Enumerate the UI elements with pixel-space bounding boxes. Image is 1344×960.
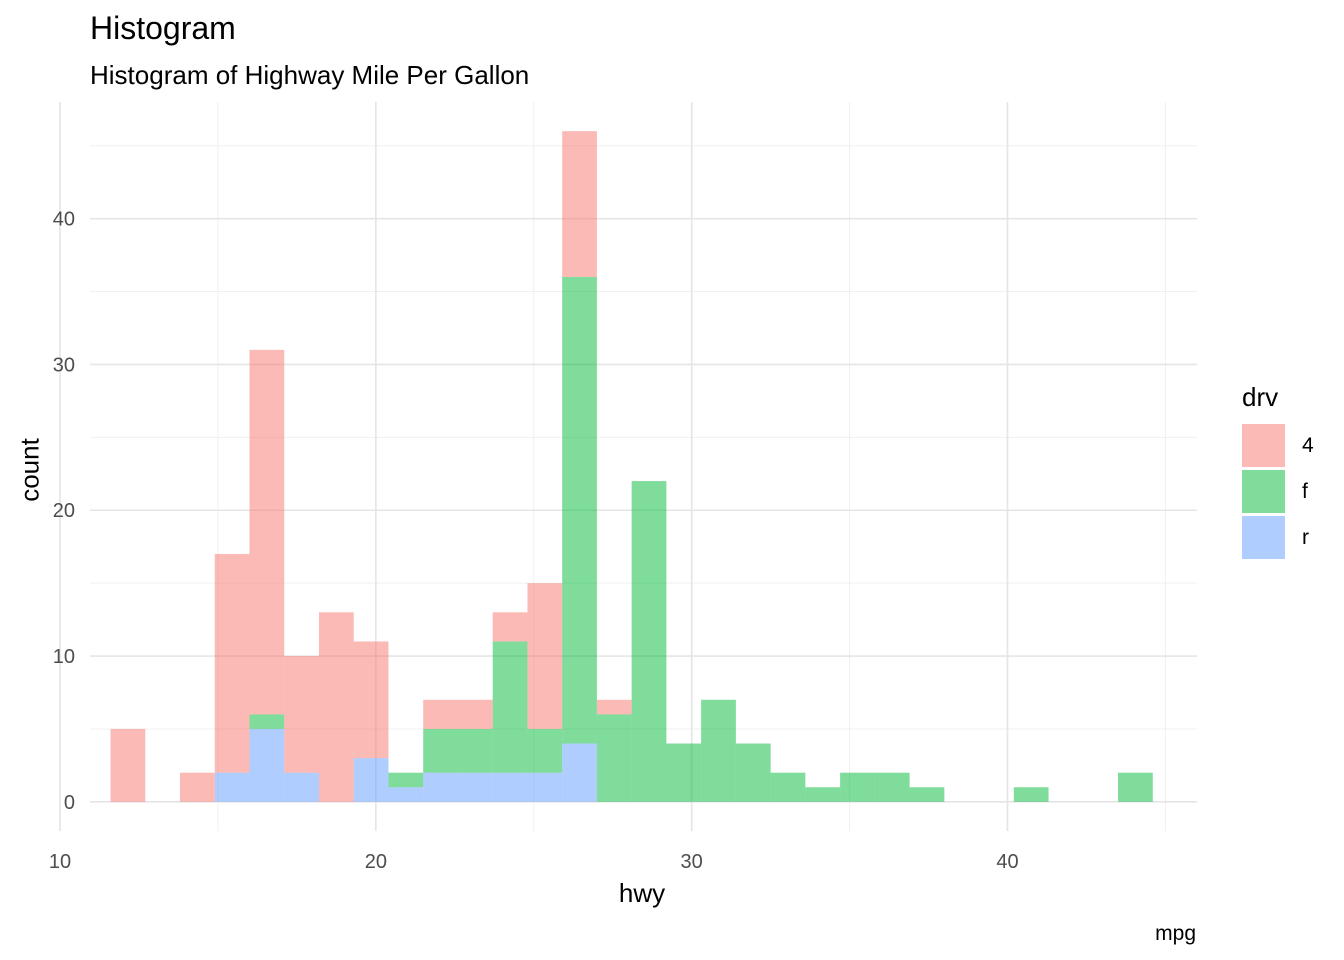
bar-f	[423, 728, 458, 773]
bar-f	[874, 772, 910, 802]
bar-4	[492, 612, 528, 642]
bar-f	[666, 743, 702, 802]
bar-4	[423, 699, 458, 729]
chart-subtitle: Histogram of Highway Mile Per Gallon	[90, 60, 530, 90]
bar-4	[562, 131, 597, 277]
bar-f	[909, 787, 945, 802]
bar-r	[562, 743, 597, 802]
legend-swatch-r	[1242, 516, 1285, 559]
bar-f	[1118, 772, 1153, 802]
chart-title: Histogram	[90, 10, 236, 46]
legend-title: drv	[1242, 382, 1279, 412]
bar-r	[457, 772, 493, 802]
bar-f	[492, 641, 528, 773]
bar-f	[840, 772, 875, 802]
bar-r	[527, 772, 563, 802]
x-tick-label: 10	[49, 851, 71, 873]
bar-f	[457, 728, 493, 773]
chart-caption: mpg	[1155, 922, 1196, 945]
bar-r	[492, 772, 528, 802]
bar-r	[284, 772, 319, 802]
y-tick-label: 10	[53, 646, 75, 668]
bar-r	[249, 728, 285, 802]
bar-4	[180, 772, 215, 802]
bar-r	[388, 787, 424, 802]
bar-r	[423, 772, 458, 802]
bar-4	[457, 699, 493, 729]
bar-f	[596, 714, 632, 802]
bar-f	[805, 787, 841, 802]
legend-item-4: 4	[1242, 424, 1332, 468]
histogram-bars	[110, 131, 1153, 802]
bar-4	[249, 349, 285, 715]
bar-f	[735, 743, 771, 802]
x-tick-label: 40	[996, 851, 1018, 873]
bar-f	[562, 276, 597, 744]
bar-r	[214, 772, 250, 802]
y-tick-label: 20	[53, 500, 75, 522]
x-tick-label: 20	[365, 851, 387, 873]
legend-label-f: f	[1302, 480, 1308, 503]
bar-r	[353, 758, 389, 802]
bar-4	[214, 553, 250, 773]
x-axis-label: hwy	[618, 878, 666, 908]
legend-label-4: 4	[1302, 434, 1314, 457]
bar-f	[701, 699, 736, 802]
bar-4	[318, 612, 354, 802]
bar-f	[1013, 787, 1049, 802]
y-tick-label: 0	[64, 792, 75, 814]
bar-f	[770, 772, 806, 802]
bar-f	[527, 728, 563, 773]
bar-4	[596, 699, 632, 715]
legend-swatch-f	[1242, 470, 1285, 513]
bar-4	[284, 656, 319, 773]
bar-4	[353, 641, 389, 759]
y-axis-label: count	[14, 438, 45, 502]
x-axis-ticks: 10 20 30 40	[49, 851, 1019, 873]
bar-f	[388, 772, 424, 788]
bar-4	[110, 728, 146, 802]
legend-item-f: f	[1242, 470, 1332, 514]
bar-f	[631, 481, 667, 802]
y-axis-ticks: 0 10 20 30 40	[53, 209, 75, 814]
legend-label-r: r	[1302, 526, 1309, 549]
bar-f	[249, 714, 285, 729]
x-tick-label: 30	[681, 851, 703, 873]
y-tick-label: 30	[53, 354, 75, 376]
legend-swatch-4	[1242, 424, 1285, 467]
bar-4	[527, 583, 563, 729]
y-tick-label: 40	[53, 209, 75, 231]
legend-item-r: r	[1242, 516, 1332, 560]
